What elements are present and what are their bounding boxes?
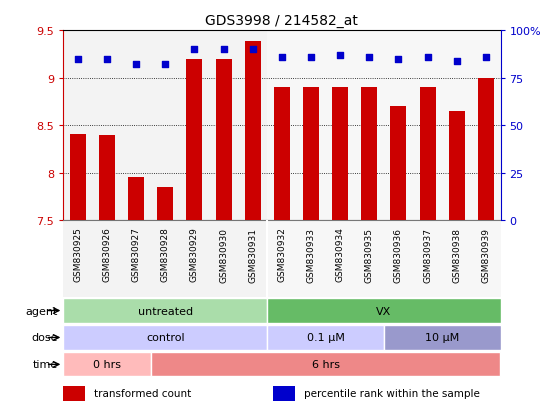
Bar xyxy=(186,59,202,221)
Text: GSM830939: GSM830939 xyxy=(481,227,491,282)
Text: GSM830929: GSM830929 xyxy=(190,227,199,282)
Text: GDS3998 / 214582_at: GDS3998 / 214582_at xyxy=(206,14,358,28)
Text: 0.1 μM: 0.1 μM xyxy=(307,332,344,343)
Bar xyxy=(420,88,436,221)
Bar xyxy=(63,297,500,324)
Text: GSM830926: GSM830926 xyxy=(102,227,112,282)
Bar xyxy=(267,31,500,221)
Bar xyxy=(63,221,267,297)
Point xyxy=(394,56,403,63)
Point xyxy=(248,47,257,53)
Bar xyxy=(63,325,267,350)
Bar xyxy=(267,299,500,323)
Text: GSM830935: GSM830935 xyxy=(365,227,374,282)
Bar xyxy=(63,31,267,221)
Text: GSM830932: GSM830932 xyxy=(277,227,287,282)
Bar xyxy=(478,78,494,221)
Point xyxy=(277,54,286,61)
Bar xyxy=(63,299,267,323)
Point xyxy=(336,52,344,59)
Point xyxy=(74,56,82,63)
Bar xyxy=(267,221,500,297)
Text: GSM830928: GSM830928 xyxy=(161,227,170,282)
Point xyxy=(365,54,374,61)
Point xyxy=(307,54,316,61)
Text: GSM830937: GSM830937 xyxy=(423,227,432,282)
Text: untreated: untreated xyxy=(138,306,193,316)
Text: transformed count: transformed count xyxy=(94,388,191,399)
Point xyxy=(132,62,141,69)
Point xyxy=(190,47,199,53)
Text: 0 hrs: 0 hrs xyxy=(93,359,121,370)
Bar xyxy=(157,188,173,221)
Text: GSM830936: GSM830936 xyxy=(394,227,403,282)
Text: dose: dose xyxy=(31,332,58,343)
Bar xyxy=(273,386,295,401)
Text: GSM830933: GSM830933 xyxy=(306,227,316,282)
Text: GSM830938: GSM830938 xyxy=(452,227,461,282)
Bar xyxy=(216,59,232,221)
Text: 10 μM: 10 μM xyxy=(425,332,459,343)
Bar xyxy=(361,88,377,221)
Bar xyxy=(63,352,151,377)
Point xyxy=(452,58,461,65)
Bar xyxy=(303,88,319,221)
Point xyxy=(219,47,228,53)
Bar xyxy=(63,351,500,378)
Bar xyxy=(63,324,500,351)
Text: percentile rank within the sample: percentile rank within the sample xyxy=(304,388,480,399)
Bar xyxy=(128,177,144,221)
Text: GSM830927: GSM830927 xyxy=(131,227,141,282)
Bar xyxy=(99,135,115,221)
Text: 6 hrs: 6 hrs xyxy=(312,359,339,370)
Bar xyxy=(63,386,85,401)
Bar xyxy=(274,88,290,221)
Bar xyxy=(384,325,500,350)
Text: VX: VX xyxy=(376,306,392,316)
Point xyxy=(423,54,432,61)
Bar xyxy=(449,112,465,221)
Bar xyxy=(332,88,348,221)
Bar xyxy=(245,43,261,221)
Point xyxy=(482,54,491,61)
Text: GSM830931: GSM830931 xyxy=(248,227,257,282)
Bar xyxy=(151,352,500,377)
Text: agent: agent xyxy=(25,306,58,316)
Text: GSM830925: GSM830925 xyxy=(73,227,82,282)
Text: GSM830930: GSM830930 xyxy=(219,227,228,282)
Bar xyxy=(70,135,86,221)
Point xyxy=(161,62,169,69)
Bar xyxy=(390,107,406,221)
Text: time: time xyxy=(32,359,58,370)
Point xyxy=(102,56,111,63)
Text: control: control xyxy=(146,332,185,343)
Text: GSM830934: GSM830934 xyxy=(336,227,345,282)
Bar xyxy=(267,325,384,350)
